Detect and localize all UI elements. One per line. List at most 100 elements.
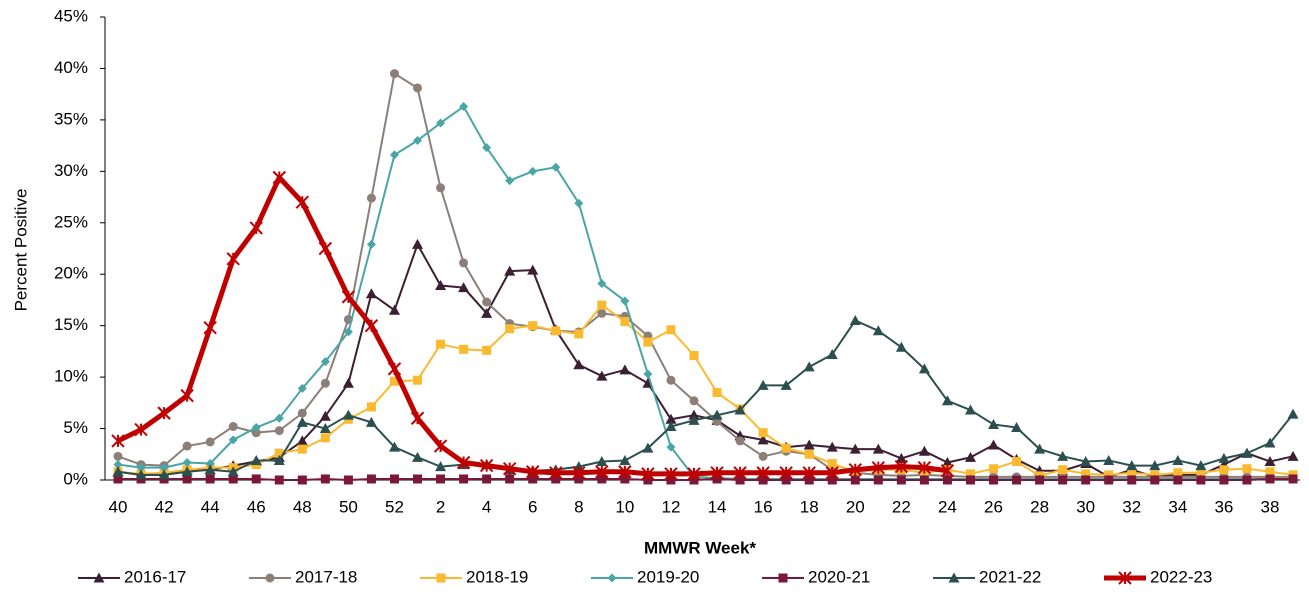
marker [940, 464, 955, 478]
marker [436, 118, 446, 128]
marker [666, 442, 676, 452]
marker [1118, 571, 1132, 585]
legend-label: 2019-20 [637, 567, 699, 586]
marker [180, 388, 194, 403]
marker [643, 337, 653, 347]
marker [436, 183, 446, 193]
marker [779, 466, 793, 480]
marker [251, 474, 261, 484]
x-tick-label: 40 [109, 497, 128, 516]
legend-label: 2020-21 [808, 567, 870, 586]
marker [410, 411, 425, 425]
marker [1012, 475, 1022, 485]
marker [1219, 465, 1229, 475]
marker [1287, 408, 1299, 419]
marker [159, 463, 169, 473]
marker [574, 329, 584, 339]
series-line [118, 477, 1294, 481]
marker [757, 379, 769, 390]
y-tick-label: 35% [54, 109, 88, 128]
marker [1150, 475, 1160, 485]
marker [459, 474, 469, 484]
marker [1172, 454, 1184, 465]
marker [988, 418, 1000, 429]
marker [436, 339, 446, 349]
marker [758, 451, 768, 461]
marker [1127, 475, 1137, 485]
marker [274, 448, 284, 458]
y-tick-label: 5% [63, 418, 88, 437]
marker [320, 357, 330, 367]
marker [366, 193, 376, 203]
marker [112, 466, 124, 477]
marker [228, 435, 238, 445]
marker [389, 150, 399, 160]
marker [896, 475, 906, 485]
marker [181, 466, 193, 477]
marker [781, 443, 791, 453]
marker [505, 324, 515, 334]
marker [297, 444, 307, 454]
marker [251, 423, 261, 433]
marker [642, 442, 654, 453]
marker [756, 466, 770, 480]
marker [735, 475, 745, 485]
marker [1173, 468, 1183, 478]
marker [413, 135, 423, 145]
marker [157, 406, 171, 420]
marker [689, 475, 699, 485]
marker [804, 449, 814, 459]
marker [413, 83, 423, 93]
marker [597, 474, 607, 484]
marker [1035, 475, 1045, 485]
marker [136, 463, 146, 473]
marker [573, 359, 585, 370]
y-tick-label: 25% [54, 212, 88, 231]
marker [389, 376, 399, 386]
marker [528, 166, 538, 176]
x-tick-label: 14 [708, 497, 727, 516]
x-tick-label: 20 [846, 497, 865, 516]
marker [666, 325, 676, 335]
marker [1058, 465, 1068, 475]
marker [665, 413, 677, 424]
marker [1195, 460, 1207, 471]
marker [595, 465, 609, 479]
marker [319, 423, 331, 434]
marker [1127, 468, 1137, 478]
marker [435, 280, 447, 291]
x-tick-label: 38 [1261, 497, 1280, 516]
marker [342, 409, 354, 420]
marker [641, 467, 655, 481]
legend-label: 2018-19 [466, 567, 528, 586]
marker [113, 451, 123, 461]
marker [574, 474, 584, 484]
y-tick-label: 30% [54, 161, 88, 180]
marker [273, 454, 285, 465]
x-tick-label: 18 [800, 497, 819, 516]
marker [296, 416, 308, 427]
marker [249, 221, 263, 235]
x-tick-label: 8 [574, 497, 583, 516]
marker [825, 466, 839, 480]
marker [389, 474, 399, 484]
marker [712, 388, 722, 398]
marker [848, 463, 862, 477]
marker [1149, 460, 1161, 471]
marker [1081, 469, 1091, 479]
marker [366, 402, 376, 412]
marker [93, 572, 105, 583]
marker [251, 428, 261, 438]
marker [689, 351, 699, 361]
marker [826, 441, 838, 452]
marker [988, 439, 1000, 450]
marker [687, 467, 701, 481]
series-line [117, 243, 1294, 478]
series [111, 170, 955, 481]
x-tick-label: 16 [754, 497, 773, 516]
series [113, 102, 1298, 484]
marker [528, 321, 538, 331]
marker [459, 344, 469, 354]
marker [1219, 475, 1229, 485]
marker [526, 465, 540, 479]
